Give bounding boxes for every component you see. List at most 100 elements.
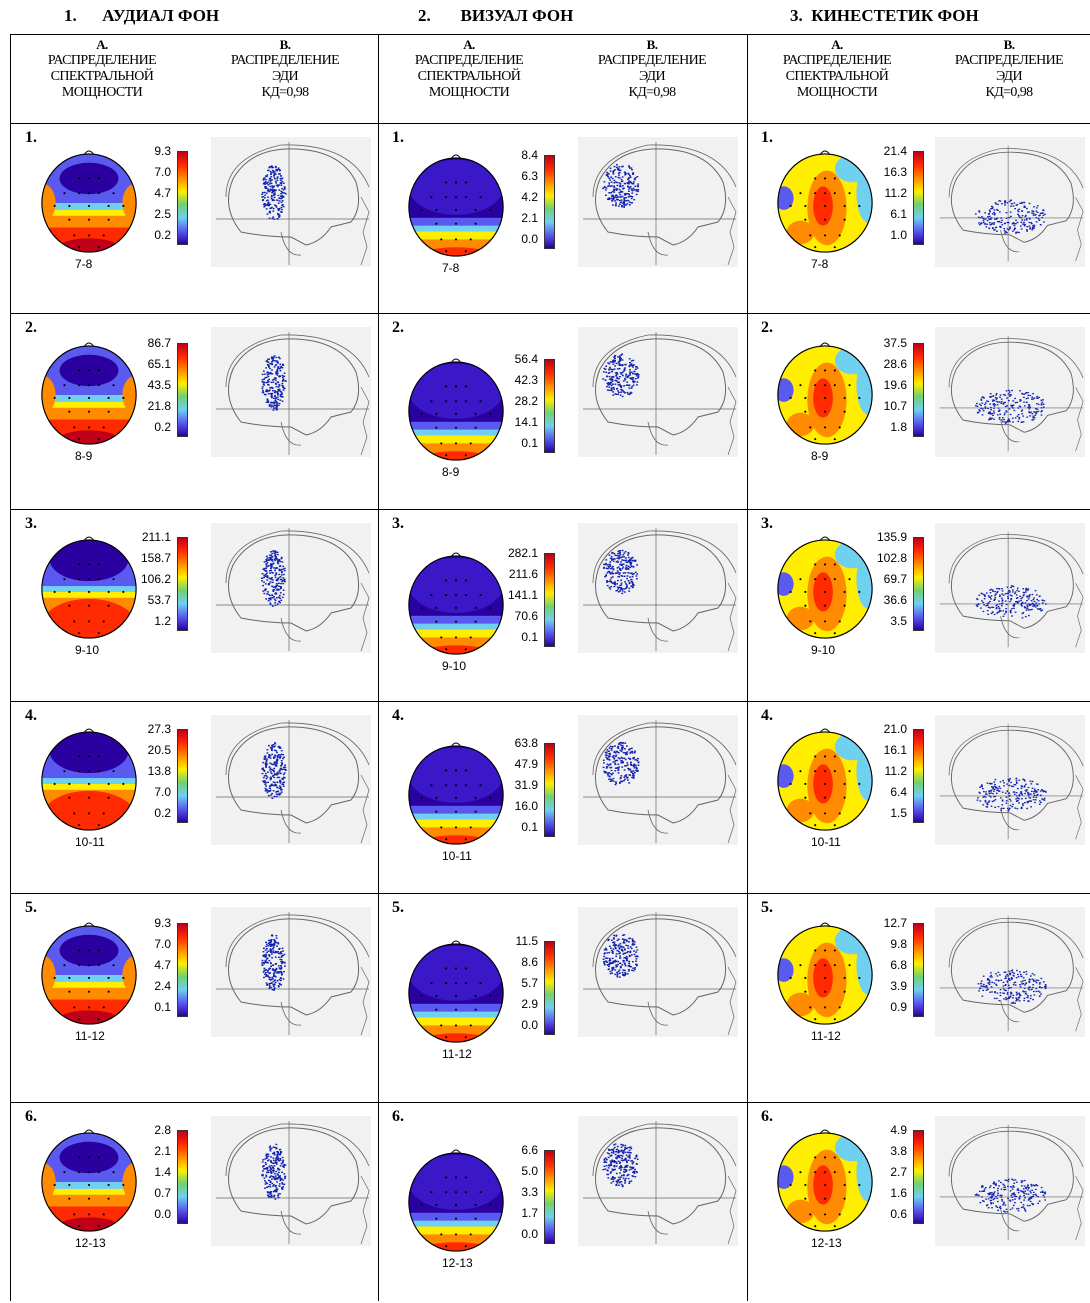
frequency-band-label: 7-8 <box>75 257 93 271</box>
figure-grid: А. РАСПРЕДЕЛЕНИЕ СПЕКТРАЛЬНОЙ МОЩНОСТИ В. РАС… <box>10 34 1090 1301</box>
scale-value: 0.2 <box>154 420 171 434</box>
color-scale-bar <box>913 729 924 823</box>
column-header-line3: МОЩНОСТИ <box>796 85 878 100</box>
scale-value: 282.1 <box>507 546 538 560</box>
row-number: 2. <box>392 319 404 336</box>
row-number: 3. <box>392 515 404 532</box>
scale-value: 141.1 <box>507 588 538 602</box>
scale-value: 9.8 <box>890 937 907 951</box>
frequency-band-label: 12-13 <box>75 1236 106 1250</box>
column-header-line1: РАСПРЕДЕЛЕНИЕ <box>954 53 1064 68</box>
scale-value: 135.9 <box>876 530 907 544</box>
edi-brain-distribution <box>578 907 738 1037</box>
scale-value: 13.8 <box>147 764 171 778</box>
edi-brain-distribution <box>578 523 738 653</box>
edi-brain-distribution <box>935 523 1085 653</box>
scale-value: 4.7 <box>154 958 171 972</box>
frequency-band-label: 8-9 <box>442 465 460 479</box>
column-header-1a: А. РАСПРЕДЕЛЕНИЕ СПЕКТРАЛЬНОЙ МОЩНОСТИ <box>11 37 193 101</box>
color-scale-bar <box>913 1130 924 1224</box>
edi-brain-distribution <box>211 523 371 653</box>
row-number: 5. <box>392 899 404 916</box>
row-number: 1. <box>25 129 37 146</box>
scale-value: 9.3 <box>154 916 171 930</box>
frequency-band-label: 11-12 <box>442 1047 472 1061</box>
scale-value: 70.6 <box>514 609 538 623</box>
row-number: 4. <box>25 707 37 724</box>
topographic-head-map <box>408 358 504 461</box>
scale-value: 3.5 <box>890 614 907 628</box>
column-header-3a: А. РАСПРЕДЕЛЕНИЕ СПЕКТРАЛЬНОЙ МОЩНОСТИ <box>747 37 927 101</box>
scale-value: 4.9 <box>890 1123 907 1137</box>
edi-brain-distribution <box>211 1116 371 1246</box>
color-scale-bar <box>177 343 188 437</box>
scale-value: 102.8 <box>876 551 907 565</box>
row-number: 6. <box>761 1108 773 1125</box>
title-row: 1. АУДИАЛ ФОН 2. ВИЗУАЛ ФОН 3. КИНЕСТЕТИ… <box>0 6 1090 32</box>
row-number: 1. <box>392 129 404 146</box>
scale-value: 69.7 <box>883 572 907 586</box>
scale-value: 28.2 <box>514 394 538 408</box>
scale-value: 8.4 <box>521 148 538 162</box>
topographic-head-map <box>41 536 137 639</box>
topographic-head-map <box>41 1129 137 1232</box>
group-title-3: 3. КИНЕСТЕТИК ФОН <box>790 6 979 25</box>
scale-value: 4.7 <box>154 186 171 200</box>
column-header-letter: В. <box>1003 37 1015 52</box>
scale-value: 0.1 <box>154 1000 171 1014</box>
scale-value: 6.1 <box>890 207 907 221</box>
scale-value: 211.1 <box>141 530 171 544</box>
scale-value: 2.9 <box>521 997 538 1011</box>
scale-value: 3.8 <box>890 1144 907 1158</box>
topographic-head-map <box>408 154 504 257</box>
scale-value: 0.0 <box>521 232 538 246</box>
frequency-band-label: 8-9 <box>75 449 93 463</box>
scale-value: 1.4 <box>154 1165 171 1179</box>
row-number: 2. <box>761 319 773 336</box>
row-number: 3. <box>25 515 37 532</box>
scale-value: 6.8 <box>890 958 907 972</box>
column-header-line1: РАСПРЕДЕЛЕНИЕ <box>782 53 892 68</box>
scale-value: 1.2 <box>154 614 171 628</box>
scale-value: 28.6 <box>883 357 907 371</box>
scale-value: 0.0 <box>521 1227 538 1241</box>
scale-value: 2.8 <box>154 1123 171 1137</box>
row-divider <box>11 893 1090 894</box>
scale-value: 2.1 <box>154 1144 171 1158</box>
color-scale-bar <box>544 359 555 453</box>
column-header-line1: РАСПРЕДЕЛЕНИЕ <box>47 53 157 68</box>
edi-brain-distribution <box>211 137 371 267</box>
scale-value: 211.6 <box>508 567 538 581</box>
scale-value: 6.4 <box>890 785 907 799</box>
scale-value: 8.6 <box>521 955 538 969</box>
topographic-head-map <box>41 728 137 831</box>
scale-value: 2.5 <box>154 207 171 221</box>
column-header-line3: КД=0,98 <box>985 85 1033 100</box>
scale-value: 53.7 <box>147 593 171 607</box>
frequency-band-label: 7-8 <box>442 261 460 275</box>
edi-brain-distribution <box>578 715 738 845</box>
scale-value: 0.6 <box>890 1207 907 1221</box>
color-scale-bar <box>544 1150 555 1244</box>
scale-value: 19.6 <box>883 378 907 392</box>
frequency-band-label: 10-11 <box>442 849 472 863</box>
scale-value: 1.5 <box>890 806 907 820</box>
scale-value: 37.5 <box>883 336 907 350</box>
column-header-line2: СПЕКТРАЛЬНОЙ <box>50 69 154 84</box>
scale-value: 63.8 <box>514 736 538 750</box>
row-number: 6. <box>392 1108 404 1125</box>
scale-value: 16.1 <box>883 743 907 757</box>
color-scale-bar <box>177 537 188 631</box>
color-scale-bar <box>544 553 555 647</box>
column-header-letter: В. <box>279 37 291 52</box>
topographic-head-map <box>777 922 873 1025</box>
scale-value: 11.2 <box>884 764 907 778</box>
color-scale-bar <box>544 743 555 837</box>
row-number: 2. <box>25 319 37 336</box>
group-title-1: 1. АУДИАЛ ФОН <box>64 6 220 25</box>
scale-value: 7.0 <box>154 937 171 951</box>
scale-value: 158.7 <box>140 551 171 565</box>
column-header-3b: В. РАСПРЕДЕЛЕНИЕ ЭДИ КД=0,98 <box>927 37 1090 101</box>
row-number: 5. <box>25 899 37 916</box>
edi-brain-distribution <box>578 1116 738 1246</box>
